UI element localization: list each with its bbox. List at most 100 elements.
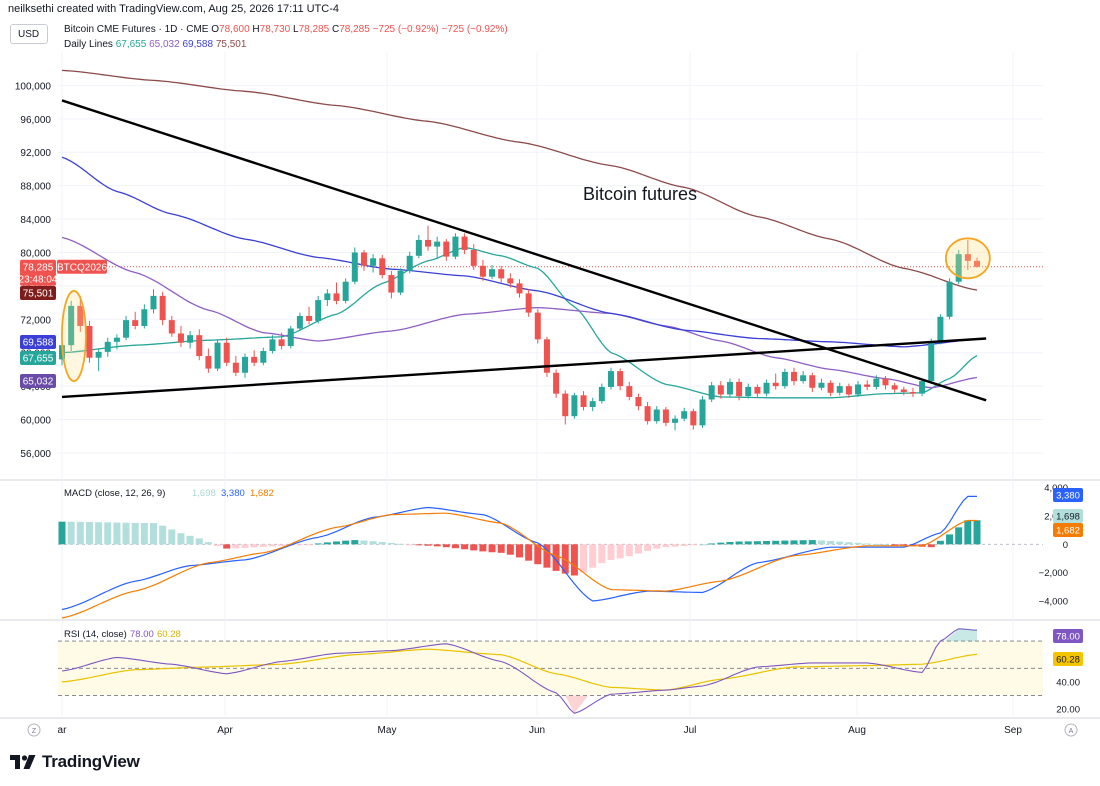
macd-histogram-bar bbox=[67, 521, 75, 545]
candle-body bbox=[827, 382, 834, 393]
macd-histogram-bar bbox=[378, 542, 386, 545]
rsi-ma-line bbox=[61, 648, 978, 691]
symbol-legend: Bitcoin CME Futures · 1D · CME O78,600 H… bbox=[64, 24, 508, 35]
macd-legend-hist: 1,698 bbox=[192, 488, 216, 499]
macd-histogram-bar bbox=[735, 541, 743, 545]
rsi-value-tag: 78.00 bbox=[1056, 632, 1080, 643]
candle-body bbox=[653, 409, 660, 422]
candle-body bbox=[461, 236, 468, 250]
macd-histogram-bar bbox=[470, 544, 478, 551]
macd-histogram-bar bbox=[259, 544, 267, 547]
macd-histogram-bar bbox=[882, 544, 889, 546]
macd-histogram-bar bbox=[342, 540, 350, 545]
macd-histogram-bar bbox=[927, 544, 935, 548]
candle-body bbox=[845, 386, 852, 395]
highlight-ellipse-right[interactable] bbox=[944, 237, 991, 280]
candle-body bbox=[196, 335, 203, 357]
candle-body bbox=[726, 381, 733, 395]
candle-body bbox=[132, 320, 139, 326]
candle-body bbox=[745, 386, 752, 397]
macd-axis-tick: −2,000 bbox=[1039, 568, 1068, 579]
macd-histogram-bar bbox=[333, 541, 340, 545]
ma-value-tag-bg bbox=[20, 335, 56, 349]
auto-scale-icon[interactable] bbox=[1064, 723, 1078, 737]
tradingview-wordmark: TradingView bbox=[42, 752, 140, 771]
candle-body bbox=[434, 241, 441, 247]
macd-histogram-bar bbox=[561, 544, 569, 574]
candle-body bbox=[251, 356, 258, 363]
timezone-icon[interactable] bbox=[27, 723, 41, 737]
rsi-value-tag-bg bbox=[1053, 652, 1083, 666]
macd-value-tag-bg bbox=[1053, 509, 1083, 523]
ma-value-tag-bg bbox=[20, 374, 56, 388]
macd-histogram-bar bbox=[506, 544, 514, 555]
ma-value-tag: 67,655 bbox=[23, 354, 54, 365]
highlight-ellipse-left[interactable] bbox=[60, 290, 87, 382]
candle-body bbox=[104, 341, 111, 352]
rsi-value-tag-bg bbox=[1053, 629, 1083, 643]
macd-histogram-bar bbox=[223, 544, 231, 549]
moving-average-line bbox=[61, 246, 978, 399]
macd-histogram-bar bbox=[268, 544, 276, 547]
candle-body bbox=[397, 270, 404, 293]
ma-value-tag-bg bbox=[20, 286, 56, 300]
macd-histogram-bar bbox=[708, 543, 716, 545]
candle-body bbox=[242, 356, 248, 373]
price-axis-tick: 60,000 bbox=[20, 416, 51, 427]
rsi-line bbox=[61, 628, 978, 714]
current-price-tag-bg bbox=[20, 259, 56, 274]
macd-histogram-bar bbox=[305, 544, 313, 546]
candle-body bbox=[370, 258, 377, 266]
macd-histogram-bar bbox=[323, 542, 331, 545]
macd-histogram-bar bbox=[95, 522, 103, 545]
trendline[interactable] bbox=[61, 99, 987, 402]
tradingview-brand[interactable]: TradingView bbox=[10, 752, 140, 772]
macd-histogram-bar bbox=[836, 541, 844, 545]
indicator-value-2: 65,032 bbox=[149, 39, 180, 50]
candle-body bbox=[360, 252, 367, 266]
currency-button[interactable]: USD bbox=[10, 24, 48, 44]
candle-body bbox=[443, 241, 450, 257]
macd-histogram-bar bbox=[397, 543, 405, 545]
macd-histogram-bar bbox=[936, 540, 944, 545]
candle-body bbox=[900, 389, 907, 392]
macd-histogram-bar bbox=[753, 541, 761, 545]
macd-histogram-bar bbox=[351, 540, 359, 545]
candle-body bbox=[214, 342, 221, 369]
macd-histogram-bar bbox=[461, 544, 469, 550]
candle-body bbox=[351, 252, 358, 282]
candle-body bbox=[269, 339, 276, 352]
macd-histogram-bar bbox=[854, 542, 862, 545]
ohlc-close: C78,285 bbox=[331, 24, 370, 35]
ohlc-open: O78,600 bbox=[211, 24, 250, 35]
bar-countdown-tag: 23:48:04 bbox=[19, 274, 58, 285]
macd-histogram-bar bbox=[369, 541, 377, 545]
candle-body bbox=[937, 316, 944, 342]
candle-body bbox=[836, 386, 843, 393]
macd-histogram-bar bbox=[58, 521, 66, 545]
macd-histogram-bar bbox=[241, 544, 249, 548]
macd-histogram-bar bbox=[589, 544, 597, 568]
rsi-overbought-fill bbox=[944, 628, 977, 642]
timezone-icon-label: Z bbox=[32, 728, 37, 735]
macd-histogram-bar bbox=[653, 544, 661, 549]
macd-histogram-bar bbox=[699, 544, 706, 546]
candle-body bbox=[873, 378, 880, 387]
current-price-tag: 78,285 bbox=[23, 262, 54, 273]
macd-histogram-bar bbox=[76, 521, 84, 545]
macd-histogram-bar bbox=[113, 522, 121, 545]
candle-body bbox=[928, 341, 935, 382]
trendline[interactable] bbox=[61, 337, 987, 399]
macd-histogram-bar bbox=[799, 540, 807, 545]
macd-histogram-bar bbox=[671, 544, 679, 547]
candle-body bbox=[516, 283, 523, 294]
macd-histogram-bar bbox=[451, 544, 459, 549]
macd-histogram-bar bbox=[552, 544, 560, 571]
macd-histogram-bar bbox=[186, 535, 194, 545]
macd-value-tag: 1,682 bbox=[1056, 526, 1080, 537]
candle-body bbox=[571, 395, 578, 417]
macd-histogram-bar bbox=[195, 538, 203, 545]
rsi-value-tag: 60.28 bbox=[1056, 655, 1080, 666]
macd-histogram-bar bbox=[946, 534, 954, 545]
